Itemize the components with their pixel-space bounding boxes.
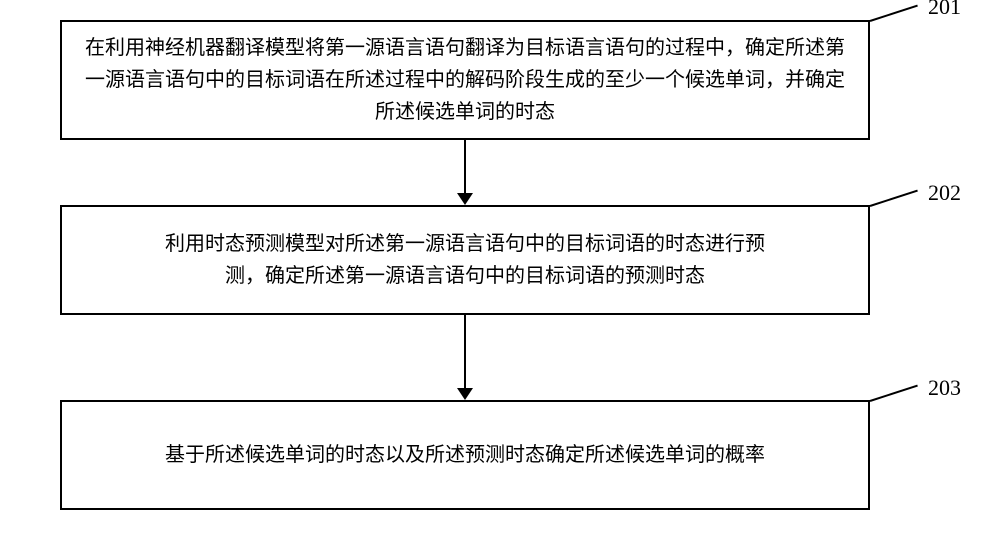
step-3-text: 基于所述候选单词的时态以及所述预测时态确定所述候选单词的概率: [165, 439, 765, 471]
step-2-text: 利用时态预测模型对所述第一源语言语句中的目标词语的时态进行预测，确定所述第一源语…: [165, 228, 765, 292]
connector-1-2: [457, 140, 473, 205]
connector-line: [464, 140, 466, 193]
connector-arrow: [457, 193, 473, 205]
flowchart-container: 在利用神经机器翻译模型将第一源语言语句翻译为目标语言语句的过程中，确定所述第一源…: [0, 0, 1000, 560]
flowchart-step-2: 利用时态预测模型对所述第一源语言语句中的目标词语的时态进行预测，确定所述第一源语…: [60, 205, 870, 315]
step-2-label: 202: [928, 180, 961, 206]
step-3-label: 203: [928, 375, 961, 401]
label-2-connector: [870, 190, 918, 207]
connector-line: [464, 315, 466, 388]
connector-arrow: [457, 388, 473, 400]
connector-2-3: [457, 315, 473, 400]
label-1-connector: [870, 5, 918, 22]
step-1-text: 在利用神经机器翻译模型将第一源语言语句翻译为目标语言语句的过程中，确定所述第一源…: [82, 32, 848, 128]
label-3-connector: [870, 385, 918, 402]
step-1-label: 201: [928, 0, 961, 20]
flowchart-step-1: 在利用神经机器翻译模型将第一源语言语句翻译为目标语言语句的过程中，确定所述第一源…: [60, 20, 870, 140]
flowchart-step-3: 基于所述候选单词的时态以及所述预测时态确定所述候选单词的概率: [60, 400, 870, 510]
